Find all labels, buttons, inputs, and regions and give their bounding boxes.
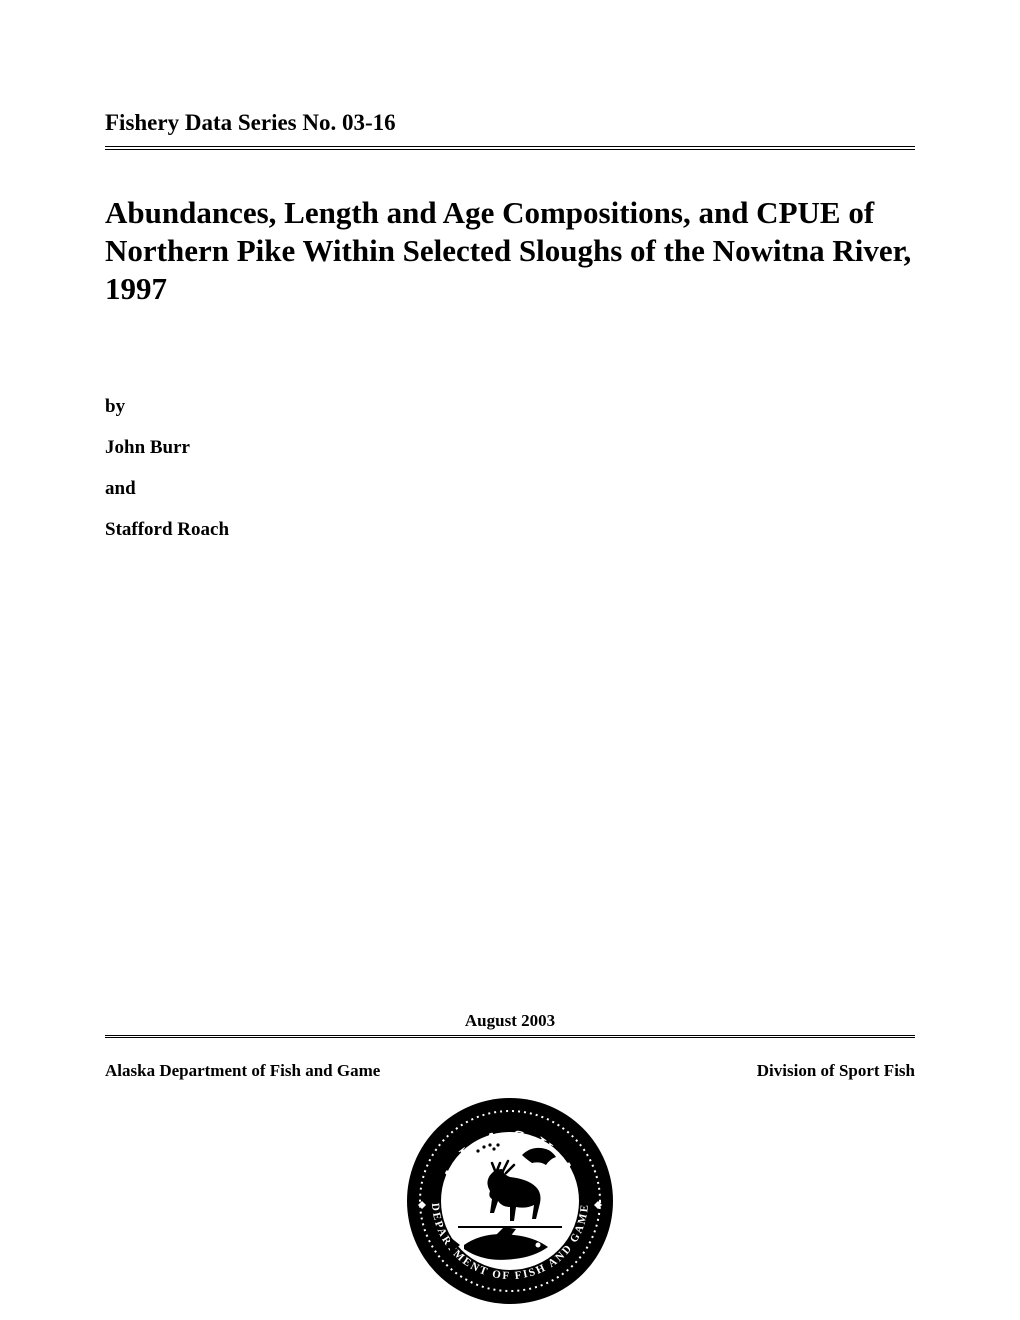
author-2: Stafford Roach [105,510,915,551]
department-seal: ALASKA DEPARTMENT OF FISH AND GAME [105,1095,915,1312]
author-block: by John Burr and Stafford Roach [105,387,915,550]
by-label: by [105,387,915,428]
document-page: Fishery Data Series No. 03-16 Abundances… [0,0,1020,1320]
header-divider [105,146,915,154]
footer-row: Alaska Department of Fish and Game Divis… [105,1061,915,1081]
seal-icon: ALASKA DEPARTMENT OF FISH AND GAME [404,1095,616,1307]
series-number: Fishery Data Series No. 03-16 [105,110,915,136]
author-1: John Burr [105,428,915,469]
footer-right: Division of Sport Fish [757,1061,915,1081]
publication-date: August 2003 [105,1011,915,1031]
footer-left: Alaska Department of Fish and Game [105,1061,380,1081]
document-title: Abundances, Length and Age Compositions,… [105,194,915,307]
and-label: and [105,469,915,510]
footer-divider [105,1035,915,1041]
